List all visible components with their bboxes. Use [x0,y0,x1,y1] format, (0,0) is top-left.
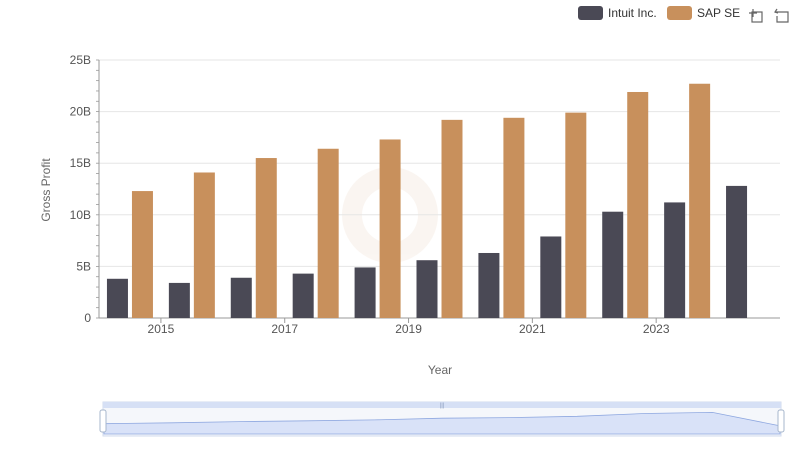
bar-intuit-inc--2019[interactable] [416,260,438,318]
legend: Intuit Inc. SAP SE [578,6,740,20]
legend-label: SAP SE [697,6,740,20]
bar-intuit-inc--2017[interactable] [292,273,314,318]
bars [106,83,748,319]
y-tick-label: 15B [70,156,91,170]
y-tick-label: 20B [70,105,91,119]
y-tick-label: 0 [84,311,91,325]
y-axis-title: Gross Profit [39,158,53,222]
legend-item-sap-se[interactable]: SAP SE [667,6,740,20]
bar-sap-se-2021[interactable] [565,112,587,319]
zoom-icon[interactable] [749,9,763,23]
bar-sap-se-2020[interactable] [503,117,525,319]
data-zoom-move-grip[interactable]: ||| [440,403,445,409]
data-zoom-top-bar[interactable] [103,402,781,408]
y-tick-label: 10B [70,208,91,222]
legend-swatch [578,6,603,20]
bar-intuit-inc--2020[interactable] [478,252,500,318]
x-axis-title: Year [428,363,452,377]
toolbox [749,8,789,23]
x-tick-label: 2021 [519,322,546,336]
data-zoom-left-handle[interactable] [99,409,107,433]
bar-sap-se-2016[interactable] [255,158,277,318]
bar-intuit-inc--2024[interactable] [726,185,748,318]
bar-intuit-inc--2022[interactable] [602,211,624,318]
data-zoom-preview [103,411,781,435]
bar-sap-se-2018[interactable] [379,139,401,318]
bar-intuit-inc--2015[interactable] [168,282,190,318]
x-tick-label: 2023 [643,322,670,336]
bar-sap-se-2014[interactable] [131,191,153,318]
bar-sap-se-2022[interactable] [627,91,649,318]
legend-item-intuit-inc-[interactable]: Intuit Inc. [578,6,657,20]
y-tick-label: 5B [76,259,91,273]
bar-intuit-inc--2021[interactable] [540,236,562,318]
y-tick-label: 25B [70,53,91,67]
x-tick-label: 2017 [271,322,298,336]
bar-sap-se-2017[interactable] [317,148,339,318]
bar-intuit-inc--2023[interactable] [664,202,686,318]
restore-icon[interactable] [774,8,789,23]
data-zoom-right-handle[interactable] [777,409,785,433]
bar-intuit-inc--2014[interactable] [106,278,128,318]
y-axis-ticks: 0 5B 10B 15B 20B 25B [70,53,92,325]
x-tick-label: 2019 [395,322,422,336]
bar-intuit-inc--2018[interactable] [354,267,376,318]
legend-label: Intuit Inc. [608,6,657,20]
x-axis-ticks: 2015 2017 2019 2021 2023 [148,318,670,336]
legend-swatch [667,6,692,20]
bar-sap-se-2023[interactable] [689,83,711,319]
bar-sap-se-2019[interactable] [441,119,463,318]
bar-intuit-inc--2016[interactable] [230,277,252,318]
bar-sap-se-2015[interactable] [193,172,215,318]
data-zoom-slider[interactable]: ||| [99,401,785,437]
x-tick-label: 2015 [148,322,175,336]
